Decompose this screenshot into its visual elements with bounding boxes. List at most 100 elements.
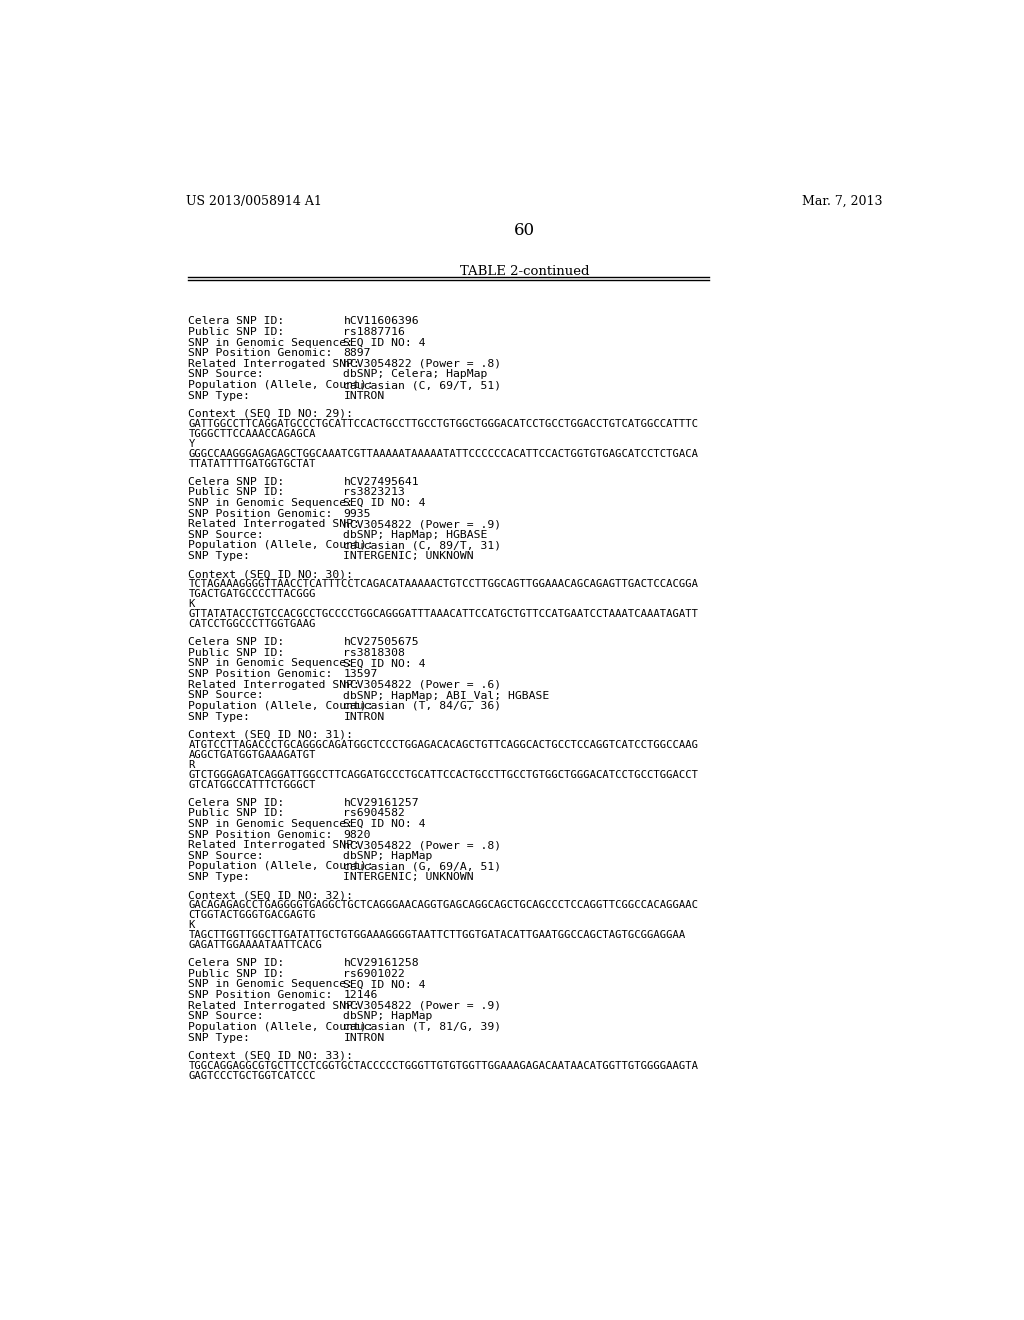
Text: caucasian (T, 81/G, 39): caucasian (T, 81/G, 39) <box>343 1022 502 1032</box>
Text: TTATATTTTGATGGTGCTAT: TTATATTTTGATGGTGCTAT <box>188 459 316 469</box>
Text: Y: Y <box>188 440 195 449</box>
Text: INTERGENIC; UNKNOWN: INTERGENIC; UNKNOWN <box>343 873 474 882</box>
Text: SNP in Genomic Sequence:: SNP in Genomic Sequence: <box>188 818 353 829</box>
Text: SNP in Genomic Sequence:: SNP in Genomic Sequence: <box>188 659 353 668</box>
Text: GTCATGGCCATTTCTGGGCT: GTCATGGCCATTTCTGGGCT <box>188 780 316 789</box>
Text: Public SNP ID:: Public SNP ID: <box>188 327 285 337</box>
Text: SEQ ID NO: 4: SEQ ID NO: 4 <box>343 659 426 668</box>
Text: TAGCTTGGTTGGCTTGATATTGCTGTGGAAAGGGGTAATTCTTGGTGATACATTGAATGGCCAGCTAGTGCGGAGGAA: TAGCTTGGTTGGCTTGATATTGCTGTGGAAAGGGGTAATT… <box>188 931 686 940</box>
Text: Population (Allele, Count):: Population (Allele, Count): <box>188 862 374 871</box>
Text: Population (Allele, Count):: Population (Allele, Count): <box>188 380 374 389</box>
Text: rs6901022: rs6901022 <box>343 969 406 978</box>
Text: TGGCAGGAGGCGTGCTTCCTCGGTGCTACCCCCTGGGTTGTGTGGTTGGAAAGAGACAATAACATGGTTGTGGGGAAGTA: TGGCAGGAGGCGTGCTTCCTCGGTGCTACCCCCTGGGTTG… <box>188 1061 698 1071</box>
Text: SNP Type:: SNP Type: <box>188 391 250 401</box>
Text: 12146: 12146 <box>343 990 378 1001</box>
Text: dbSNP; HapMap: dbSNP; HapMap <box>343 1011 433 1022</box>
Text: R: R <box>188 760 195 770</box>
Text: hCV29161258: hCV29161258 <box>343 958 419 968</box>
Text: GAGTCCCTGCTGGTCATCCC: GAGTCCCTGCTGGTCATCCC <box>188 1071 316 1081</box>
Text: SNP in Genomic Sequence:: SNP in Genomic Sequence: <box>188 498 353 508</box>
Text: 9935: 9935 <box>343 508 371 519</box>
Text: GGGCCAAGGGAGAGAGCTGGCAAATCGTTAAAAATAAAAATATTCCCCCCACATTCCACTGGTGTGAGCATCCTCTGACA: GGGCCAAGGGAGAGAGCTGGCAAATCGTTAAAAATAAAAA… <box>188 449 698 459</box>
Text: hCV29161257: hCV29161257 <box>343 797 419 808</box>
Text: GTTATATACCTGTCCACGCCTGCCCCTGGCAGGGATTTAAACATTCCATGCTGTTCCATGAATCCTAAATCAAATAGATT: GTTATATACCTGTCCACGCCTGCCCCTGGCAGGGATTTAA… <box>188 610 698 619</box>
Text: TGACTGATGCCCCTTACGGG: TGACTGATGCCCCTTACGGG <box>188 590 316 599</box>
Text: Related Interrogated SNP:: Related Interrogated SNP: <box>188 840 360 850</box>
Text: 13597: 13597 <box>343 669 378 678</box>
Text: CTGGTACTGGGTGACGAGTG: CTGGTACTGGGTGACGAGTG <box>188 911 316 920</box>
Text: SEQ ID NO: 4: SEQ ID NO: 4 <box>343 979 426 990</box>
Text: SNP Type:: SNP Type: <box>188 552 250 561</box>
Text: INTRON: INTRON <box>343 1032 385 1043</box>
Text: AGGCTGATGGTGAAAGATGT: AGGCTGATGGTGAAAGATGT <box>188 750 316 760</box>
Text: Celera SNP ID:: Celera SNP ID: <box>188 317 285 326</box>
Text: caucasian (T, 84/G, 36): caucasian (T, 84/G, 36) <box>343 701 502 711</box>
Text: Context (SEQ ID NO: 29):: Context (SEQ ID NO: 29): <box>188 409 353 418</box>
Text: dbSNP; HapMap; HGBASE: dbSNP; HapMap; HGBASE <box>343 529 487 540</box>
Text: INTRON: INTRON <box>343 711 385 722</box>
Text: Context (SEQ ID NO: 32):: Context (SEQ ID NO: 32): <box>188 891 353 900</box>
Text: 8897: 8897 <box>343 348 371 358</box>
Text: GATTGGCCTTCAGGATGCCCTGCATTCCACTGCCTTGCCTGTGGCTGGGACATCCTGCCTGGACCTGTCATGGCCATTTC: GATTGGCCTTCAGGATGCCCTGCATTCCACTGCCTTGCCT… <box>188 418 698 429</box>
Text: Public SNP ID:: Public SNP ID: <box>188 969 285 978</box>
Text: 9820: 9820 <box>343 829 371 840</box>
Text: hCV3054822 (Power = .8): hCV3054822 (Power = .8) <box>343 840 502 850</box>
Text: SNP Source:: SNP Source: <box>188 529 264 540</box>
Text: SNP Position Genomic:: SNP Position Genomic: <box>188 990 333 1001</box>
Text: INTERGENIC; UNKNOWN: INTERGENIC; UNKNOWN <box>343 552 474 561</box>
Text: Mar. 7, 2013: Mar. 7, 2013 <box>802 194 883 207</box>
Text: SNP Type:: SNP Type: <box>188 1032 250 1043</box>
Text: SNP Type:: SNP Type: <box>188 711 250 722</box>
Text: Public SNP ID:: Public SNP ID: <box>188 808 285 818</box>
Text: caucasian (G, 69/A, 51): caucasian (G, 69/A, 51) <box>343 862 502 871</box>
Text: GACAGAGAGCCTGAGGGGTGAGGCTGCTCAGGGAACAGGTGAGCAGGCAGCTGCAGCCCTCCAGGTTCGGCCACAGGAAC: GACAGAGAGCCTGAGGGGTGAGGCTGCTCAGGGAACAGGT… <box>188 900 698 911</box>
Text: Context (SEQ ID NO: 33):: Context (SEQ ID NO: 33): <box>188 1051 353 1061</box>
Text: Celera SNP ID:: Celera SNP ID: <box>188 638 285 647</box>
Text: SNP Source:: SNP Source: <box>188 690 264 701</box>
Text: Related Interrogated SNP:: Related Interrogated SNP: <box>188 519 360 529</box>
Text: SNP Source:: SNP Source: <box>188 1011 264 1022</box>
Text: Celera SNP ID:: Celera SNP ID: <box>188 797 285 808</box>
Text: SNP Position Genomic:: SNP Position Genomic: <box>188 669 333 678</box>
Text: US 2013/0058914 A1: US 2013/0058914 A1 <box>186 194 322 207</box>
Text: hCV3054822 (Power = .9): hCV3054822 (Power = .9) <box>343 519 502 529</box>
Text: SEQ ID NO: 4: SEQ ID NO: 4 <box>343 338 426 347</box>
Text: INTRON: INTRON <box>343 391 385 401</box>
Text: K: K <box>188 599 195 610</box>
Text: CATCCTGGCCCTTGGTGAAG: CATCCTGGCCCTTGGTGAAG <box>188 619 316 630</box>
Text: rs1887716: rs1887716 <box>343 327 406 337</box>
Text: Public SNP ID:: Public SNP ID: <box>188 648 285 657</box>
Text: ATGTCCTTAGACCCTGCAGGGCAGATGGCTCCCTGGAGACACAGCTGTTCAGGCACTGCCTCCAGGTCATCCTGGCCAAG: ATGTCCTTAGACCCTGCAGGGCAGATGGCTCCCTGGAGAC… <box>188 741 698 750</box>
Text: Population (Allele, Count):: Population (Allele, Count): <box>188 701 374 711</box>
Text: GTCTGGGAGATCAGGATTGGCCTTCAGGATGCCCTGCATTCCACTGCCTTGCCTGTGGCTGGGACATCCTGCCTGGACCT: GTCTGGGAGATCAGGATTGGCCTTCAGGATGCCCTGCATT… <box>188 770 698 780</box>
Text: caucasian (C, 89/T, 31): caucasian (C, 89/T, 31) <box>343 540 502 550</box>
Text: Related Interrogated SNP:: Related Interrogated SNP: <box>188 359 360 368</box>
Text: TABLE 2-continued: TABLE 2-continued <box>460 264 590 277</box>
Text: rs6904582: rs6904582 <box>343 808 406 818</box>
Text: Public SNP ID:: Public SNP ID: <box>188 487 285 498</box>
Text: dbSNP; Celera; HapMap: dbSNP; Celera; HapMap <box>343 370 487 379</box>
Text: hCV3054822 (Power = .8): hCV3054822 (Power = .8) <box>343 359 502 368</box>
Text: Population (Allele, Count):: Population (Allele, Count): <box>188 540 374 550</box>
Text: hCV11606396: hCV11606396 <box>343 317 419 326</box>
Text: dbSNP; HapMap: dbSNP; HapMap <box>343 851 433 861</box>
Text: SNP Type:: SNP Type: <box>188 873 250 882</box>
Text: rs3818308: rs3818308 <box>343 648 406 657</box>
Text: Celera SNP ID:: Celera SNP ID: <box>188 958 285 968</box>
Text: Celera SNP ID:: Celera SNP ID: <box>188 477 285 487</box>
Text: hCV27495641: hCV27495641 <box>343 477 419 487</box>
Text: SNP in Genomic Sequence:: SNP in Genomic Sequence: <box>188 979 353 990</box>
Text: SEQ ID NO: 4: SEQ ID NO: 4 <box>343 498 426 508</box>
Text: TCTAGAAAGGGGTTAACCTCATTTCCTCAGACATAAAAACTGTCCTTGGCAGTTGGAAACAGCAGAGTTGACTCCACGGA: TCTAGAAAGGGGTTAACCTCATTTCCTCAGACATAAAAAC… <box>188 579 698 590</box>
Text: Context (SEQ ID NO: 30):: Context (SEQ ID NO: 30): <box>188 569 353 579</box>
Text: caucasian (C, 69/T, 51): caucasian (C, 69/T, 51) <box>343 380 502 389</box>
Text: GAGATTGGAAAATAATTCACG: GAGATTGGAAAATAATTCACG <box>188 940 323 950</box>
Text: TGGGCTTCCAAACCAGAGCA: TGGGCTTCCAAACCAGAGCA <box>188 429 316 440</box>
Text: hCV27505675: hCV27505675 <box>343 638 419 647</box>
Text: K: K <box>188 920 195 931</box>
Text: Related Interrogated SNP:: Related Interrogated SNP: <box>188 1001 360 1011</box>
Text: SNP Source:: SNP Source: <box>188 370 264 379</box>
Text: hCV3054822 (Power = .6): hCV3054822 (Power = .6) <box>343 680 502 689</box>
Text: SNP Position Genomic:: SNP Position Genomic: <box>188 508 333 519</box>
Text: 60: 60 <box>514 222 536 239</box>
